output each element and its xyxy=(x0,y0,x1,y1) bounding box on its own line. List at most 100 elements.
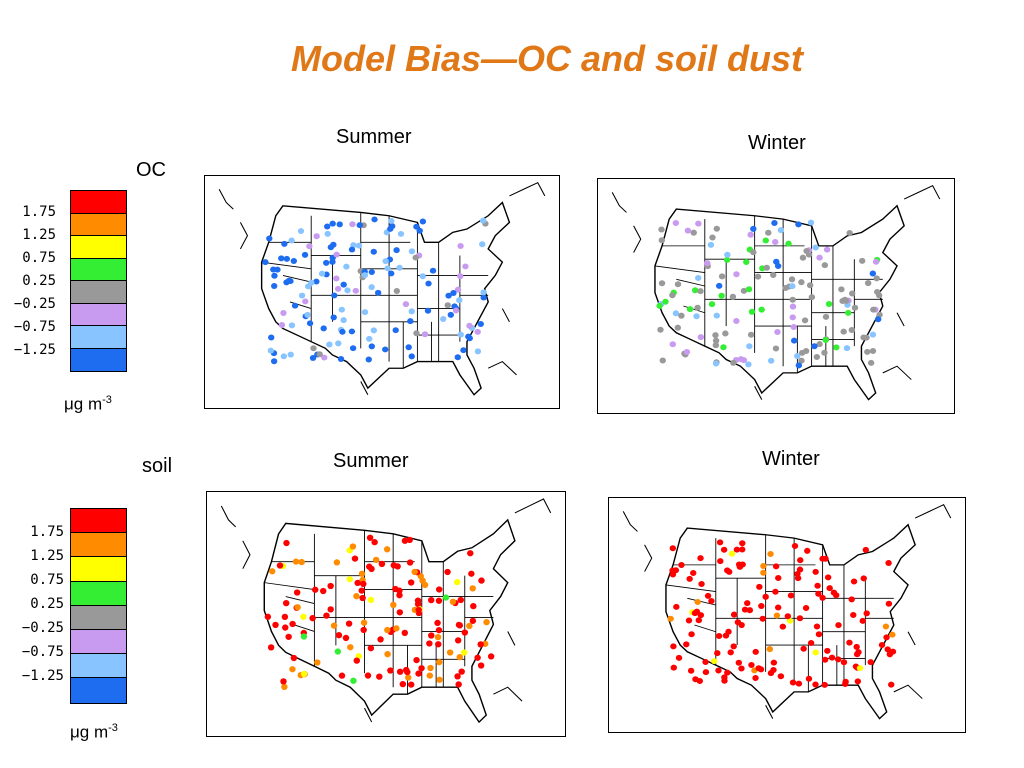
site-marker xyxy=(715,667,722,674)
site-marker xyxy=(864,280,872,287)
site-marker xyxy=(864,348,871,355)
site-marker xyxy=(427,596,435,604)
site-marker xyxy=(838,286,845,293)
country-outline xyxy=(260,201,511,396)
site-marker xyxy=(730,643,737,650)
site-marker xyxy=(470,602,477,610)
site-marker xyxy=(812,649,819,656)
site-marker xyxy=(270,358,278,365)
site-marker xyxy=(384,650,391,658)
us-map xyxy=(611,185,941,401)
site-marker xyxy=(338,306,345,313)
state-border xyxy=(289,301,312,309)
site-marker xyxy=(840,659,848,666)
site-marker xyxy=(337,356,345,362)
site-marker xyxy=(327,244,335,251)
site-marker xyxy=(806,282,814,289)
site-marker xyxy=(382,346,389,353)
site-marker xyxy=(318,270,326,277)
site-marker xyxy=(333,275,340,282)
site-marker xyxy=(733,546,741,553)
site-marker xyxy=(281,613,289,621)
site-marker xyxy=(454,354,461,361)
site-marker xyxy=(860,575,867,582)
site-marker xyxy=(758,603,765,610)
site-marker xyxy=(419,218,427,225)
site-marker xyxy=(858,257,866,264)
site-marker xyxy=(777,673,785,680)
site-marker xyxy=(884,646,891,653)
site-marker xyxy=(474,654,481,661)
site-marker xyxy=(354,579,361,587)
site-marker xyxy=(860,334,867,341)
site-marker xyxy=(814,582,821,589)
site-marker xyxy=(704,592,712,599)
site-marker xyxy=(840,328,847,335)
site-marker xyxy=(690,570,697,577)
site-marker xyxy=(750,225,757,232)
site-marker xyxy=(760,563,767,570)
site-marker xyxy=(335,340,342,347)
site-marker xyxy=(740,357,748,364)
site-marker xyxy=(789,283,796,290)
site-marker xyxy=(434,619,441,627)
site-marker xyxy=(885,559,892,566)
site-marker xyxy=(754,273,762,280)
site-marker xyxy=(886,651,894,658)
site-marker xyxy=(673,603,680,610)
site-marker xyxy=(789,303,797,310)
site-marker xyxy=(406,536,413,544)
site-marker xyxy=(734,619,742,626)
site-marker xyxy=(695,617,703,624)
site-marker xyxy=(455,681,462,688)
site-marker xyxy=(743,259,750,266)
site-marker xyxy=(474,328,481,335)
legend-swatch xyxy=(71,348,126,371)
site-marker xyxy=(366,534,374,541)
oc-tick: 1.25 xyxy=(22,227,56,243)
soil-tick: 0.25 xyxy=(30,596,64,612)
oc-color-legend xyxy=(70,190,127,372)
site-marker xyxy=(447,311,455,318)
site-marker xyxy=(278,322,286,328)
site-marker xyxy=(418,665,425,672)
site-marker xyxy=(452,307,460,314)
site-marker xyxy=(752,648,759,655)
site-marker xyxy=(888,681,895,688)
site-marker xyxy=(327,606,334,613)
site-marker xyxy=(748,308,756,315)
site-marker xyxy=(789,679,797,686)
oc-tick: 1.75 xyxy=(22,204,56,220)
site-marker xyxy=(796,566,804,573)
site-marker xyxy=(859,617,866,624)
site-marker xyxy=(669,292,676,299)
coastline xyxy=(220,498,552,723)
site-marker xyxy=(688,631,695,638)
us-map xyxy=(622,504,952,720)
site-marker xyxy=(425,280,432,287)
site-marker xyxy=(407,681,415,688)
site-marker xyxy=(316,351,323,358)
site-marker xyxy=(774,328,781,336)
site-marker xyxy=(309,354,317,361)
site-marker xyxy=(697,334,705,341)
site-marker xyxy=(388,217,395,224)
site-marker xyxy=(822,337,829,344)
site-marker xyxy=(474,348,482,355)
site-marker xyxy=(722,330,729,337)
soil-legend-ticks: 1.75 1.25 0.75 0.25 −0.25 −0.75 −1.25 xyxy=(8,508,64,703)
site-marker xyxy=(393,625,400,632)
site-marker xyxy=(396,264,403,271)
site-marker xyxy=(288,237,295,244)
site-marker xyxy=(271,272,278,279)
site-marker xyxy=(300,633,308,640)
site-marker xyxy=(323,612,330,619)
site-marker xyxy=(787,592,795,599)
site-marker xyxy=(773,612,781,619)
legend-swatch xyxy=(71,678,126,703)
site-marker xyxy=(777,227,785,234)
site-marker xyxy=(727,649,734,656)
coastline xyxy=(218,181,546,395)
site-marker xyxy=(304,311,311,318)
site-marker xyxy=(388,270,395,277)
